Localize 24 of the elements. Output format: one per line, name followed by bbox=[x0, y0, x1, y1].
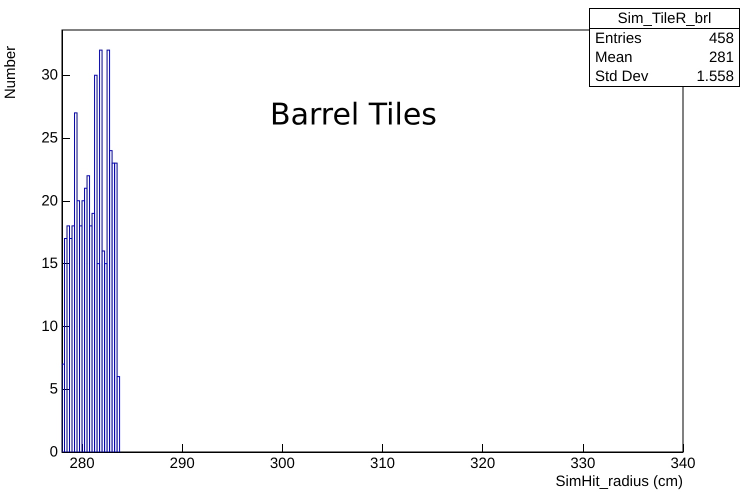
y-tick-label: 10 bbox=[41, 318, 58, 335]
text: Barrel Tiles bbox=[270, 98, 437, 132]
text: 458 bbox=[708, 30, 734, 47]
annotation: Mean bbox=[595, 49, 633, 66]
x-tick-label: 290 bbox=[170, 455, 195, 472]
x-tick-label: 340 bbox=[670, 455, 696, 472]
x-tick-label: 300 bbox=[270, 455, 295, 472]
x-tick-label: 320 bbox=[470, 455, 496, 472]
y-tick-label: 30 bbox=[41, 66, 58, 84]
x-tick-label: 330 bbox=[570, 455, 596, 472]
y-tick-label: 5 bbox=[50, 380, 58, 398]
text: Sim_TileR_brl bbox=[590, 9, 739, 29]
y-tick-label: 15 bbox=[41, 255, 58, 272]
text: 281 bbox=[708, 49, 734, 66]
y-tick-label: 20 bbox=[41, 192, 58, 210]
y-axis-title: Number bbox=[2, 46, 20, 100]
annotation: Entries bbox=[595, 30, 642, 47]
annotation: Std Dev bbox=[595, 68, 648, 85]
x-axis-title: SimHit_radius (cm) bbox=[555, 473, 683, 490]
x-tick-label: 280 bbox=[70, 455, 95, 472]
y-tick-label: 0 bbox=[50, 444, 58, 460]
x-tick-label: 310 bbox=[370, 455, 396, 472]
y-tick-label: 25 bbox=[41, 130, 58, 147]
text: 1.558 bbox=[696, 68, 734, 85]
